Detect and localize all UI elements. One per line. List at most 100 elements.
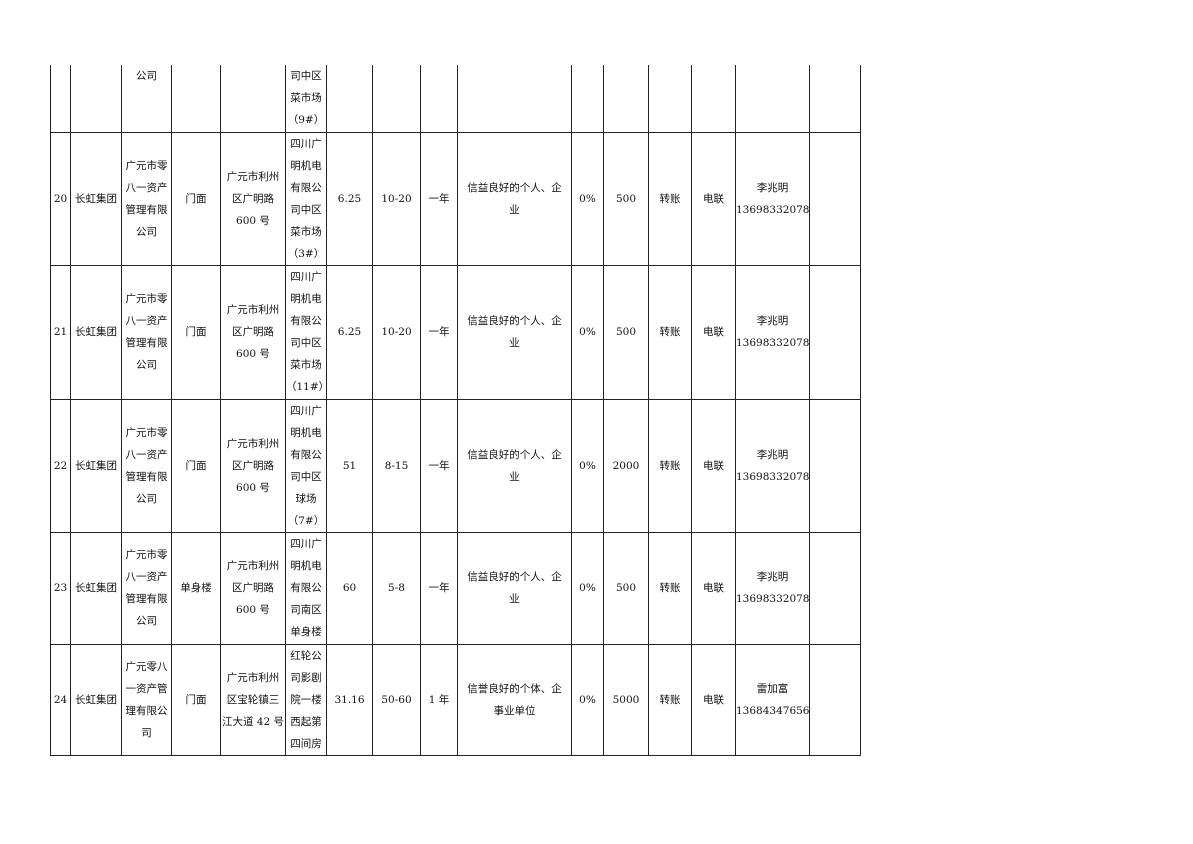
cell-area xyxy=(326,65,373,133)
cell-location: 司中区 菜市场 （9#） xyxy=(285,65,327,133)
table-row: 24 长虹集团 广元零八 一资产管 理有限公 司门面 广元市利州 区宝轮镇三 江大道 … xyxy=(50,643,861,756)
cell-owner: 广元市零 八一资产 管理有限 公司 xyxy=(121,131,172,266)
table-row: 22 长虹集团 广元市零 八一资产 管理有限 公司 门面 广元市利州 区广明路 600 … xyxy=(50,398,861,533)
cell-price xyxy=(372,65,421,133)
cell-term: 一年 xyxy=(420,264,458,400)
cell-requirement: 信益良好的个人、企 业 xyxy=(457,264,572,400)
cell-contact: 李兆明 13698332078 xyxy=(735,398,810,533)
cell-area: 31.16 xyxy=(326,643,373,756)
cell-term: 一年 xyxy=(420,531,458,645)
table-row: 21 长虹集团 广元市零 八一资产 管理有限 公司 门面 广元市利州 区广明路 600 … xyxy=(50,264,861,400)
cell-owner: 广元市零 八一资产 管理有限 公司 xyxy=(121,398,172,533)
cell-group: 长虹集团 xyxy=(70,264,122,400)
cell-term: 一年 xyxy=(420,131,458,266)
cell-type xyxy=(171,65,221,133)
cell-address: 广元市利州 区广明路 600 号 xyxy=(220,131,286,266)
cell-remark xyxy=(809,65,861,133)
cell-area: 6.25 xyxy=(326,264,373,400)
cell-address xyxy=(220,65,286,133)
property-listing-table: 公司 司中区 菜市场 （9#） 20 长虹集团 广元市零 八一资产 管理有限 公司 门面广… xyxy=(50,65,861,756)
cell-type: 门面 xyxy=(171,264,221,400)
cell-rate: 0% xyxy=(571,531,604,645)
table-row: 23 长虹集团 广元市零 八一资产 管理有限 公司 单身楼 广元市利州 区广明路 600… xyxy=(50,531,861,645)
cell-contact-method: 电联 xyxy=(691,531,736,645)
cell-index: 20 xyxy=(50,131,71,266)
cell-price: 8-15 xyxy=(372,398,421,533)
cell-payment: 转账 xyxy=(648,131,692,266)
cell-deposit: 5000 xyxy=(603,643,649,756)
cell-group: 长虹集团 xyxy=(70,398,122,533)
table-row: 20 长虹集团 广元市零 八一资产 管理有限 公司 门面 广元市利州 区广明路 600 … xyxy=(50,131,861,266)
cell-deposit: 500 xyxy=(603,131,649,266)
cell-owner: 公司 xyxy=(121,65,172,133)
table-body: 公司 司中区 菜市场 （9#） 20 长虹集团 广元市零 八一资产 管理有限 公司 门面广… xyxy=(50,65,861,756)
cell-remark xyxy=(809,264,861,400)
cell-rate: 0% xyxy=(571,264,604,400)
cell-area: 51 xyxy=(326,398,373,533)
cell-group xyxy=(70,65,122,133)
cell-contact-method xyxy=(691,65,736,133)
cell-term: 一年 xyxy=(420,398,458,533)
cell-rate: 0% xyxy=(571,643,604,756)
cell-payment xyxy=(648,65,692,133)
cell-remark xyxy=(809,531,861,645)
cell-address: 广元市利州 区宝轮镇三 江大道 42 号 xyxy=(220,643,286,756)
cell-index: 23 xyxy=(50,531,71,645)
cell-location: 四川广 明机电 有限公 司中区 菜市场 （11#） xyxy=(285,264,327,400)
cell-type: 门面 xyxy=(171,398,221,533)
cell-term xyxy=(420,65,458,133)
cell-address: 广元市利州 区广明路 600 号 xyxy=(220,398,286,533)
cell-owner: 广元零八 一资产管 理有限公 司 xyxy=(121,643,172,756)
cell-payment: 转账 xyxy=(648,531,692,645)
cell-index: 24 xyxy=(50,643,71,756)
cell-price: 50-60 xyxy=(372,643,421,756)
cell-deposit: 500 xyxy=(603,264,649,400)
cell-index: 21 xyxy=(50,264,71,400)
cell-group: 长虹集团 xyxy=(70,643,122,756)
cell-payment: 转账 xyxy=(648,398,692,533)
cell-requirement: 信益良好的个人、企 业 xyxy=(457,398,572,533)
cell-rate: 0% xyxy=(571,398,604,533)
cell-area: 60 xyxy=(326,531,373,645)
cell-address: 广元市利州 区广明路 600 号 xyxy=(220,264,286,400)
cell-payment: 转账 xyxy=(648,643,692,756)
cell-term: 1 年 xyxy=(420,643,458,756)
cell-contact: 雷加富 13684347656 xyxy=(735,643,810,756)
cell-payment: 转账 xyxy=(648,264,692,400)
cell-remark xyxy=(809,398,861,533)
cell-contact-method: 电联 xyxy=(691,131,736,266)
cell-contact-method: 电联 xyxy=(691,398,736,533)
cell-price: 10-20 xyxy=(372,131,421,266)
cell-price: 10-20 xyxy=(372,264,421,400)
cell-contact xyxy=(735,65,810,133)
cell-requirement xyxy=(457,65,572,133)
cell-location: 四川广 明机电 有限公 司中区 球场 （7#） xyxy=(285,398,327,533)
cell-requirement: 信益良好的个人、企 业 xyxy=(457,131,572,266)
cell-area: 6.25 xyxy=(326,131,373,266)
cell-deposit xyxy=(603,65,649,133)
cell-type: 门面 xyxy=(171,643,221,756)
cell-rate: 0% xyxy=(571,131,604,266)
cell-location: 四川广 明机电 有限公 司中区 菜市场 （3#） xyxy=(285,131,327,266)
cell-location: 四川广 明机电 有限公 司南区 单身楼 xyxy=(285,531,327,645)
cell-group: 长虹集团 xyxy=(70,531,122,645)
cell-deposit: 2000 xyxy=(603,398,649,533)
cell-contact-method: 电联 xyxy=(691,264,736,400)
cell-group: 长虹集团 xyxy=(70,131,122,266)
table-row: 公司 司中区 菜市场 （9#） xyxy=(50,65,861,133)
cell-address: 广元市利州 区广明路 600 号 xyxy=(220,531,286,645)
cell-type: 单身楼 xyxy=(171,531,221,645)
cell-owner: 广元市零 八一资产 管理有限 公司 xyxy=(121,531,172,645)
cell-deposit: 500 xyxy=(603,531,649,645)
cell-rate xyxy=(571,65,604,133)
cell-contact-method: 电联 xyxy=(691,643,736,756)
cell-contact: 李兆明 13698332078 xyxy=(735,131,810,266)
cell-contact: 李兆明 13698332078 xyxy=(735,531,810,645)
cell-contact: 李兆明 13698332078 xyxy=(735,264,810,400)
cell-remark xyxy=(809,131,861,266)
cell-price: 5-8 xyxy=(372,531,421,645)
cell-remark xyxy=(809,643,861,756)
cell-index xyxy=(50,65,71,133)
cell-location: 红轮公 司影剧 院一楼 西起第 四间房 xyxy=(285,643,327,756)
cell-requirement: 信誉良好的个体、企 事业单位 xyxy=(457,643,572,756)
